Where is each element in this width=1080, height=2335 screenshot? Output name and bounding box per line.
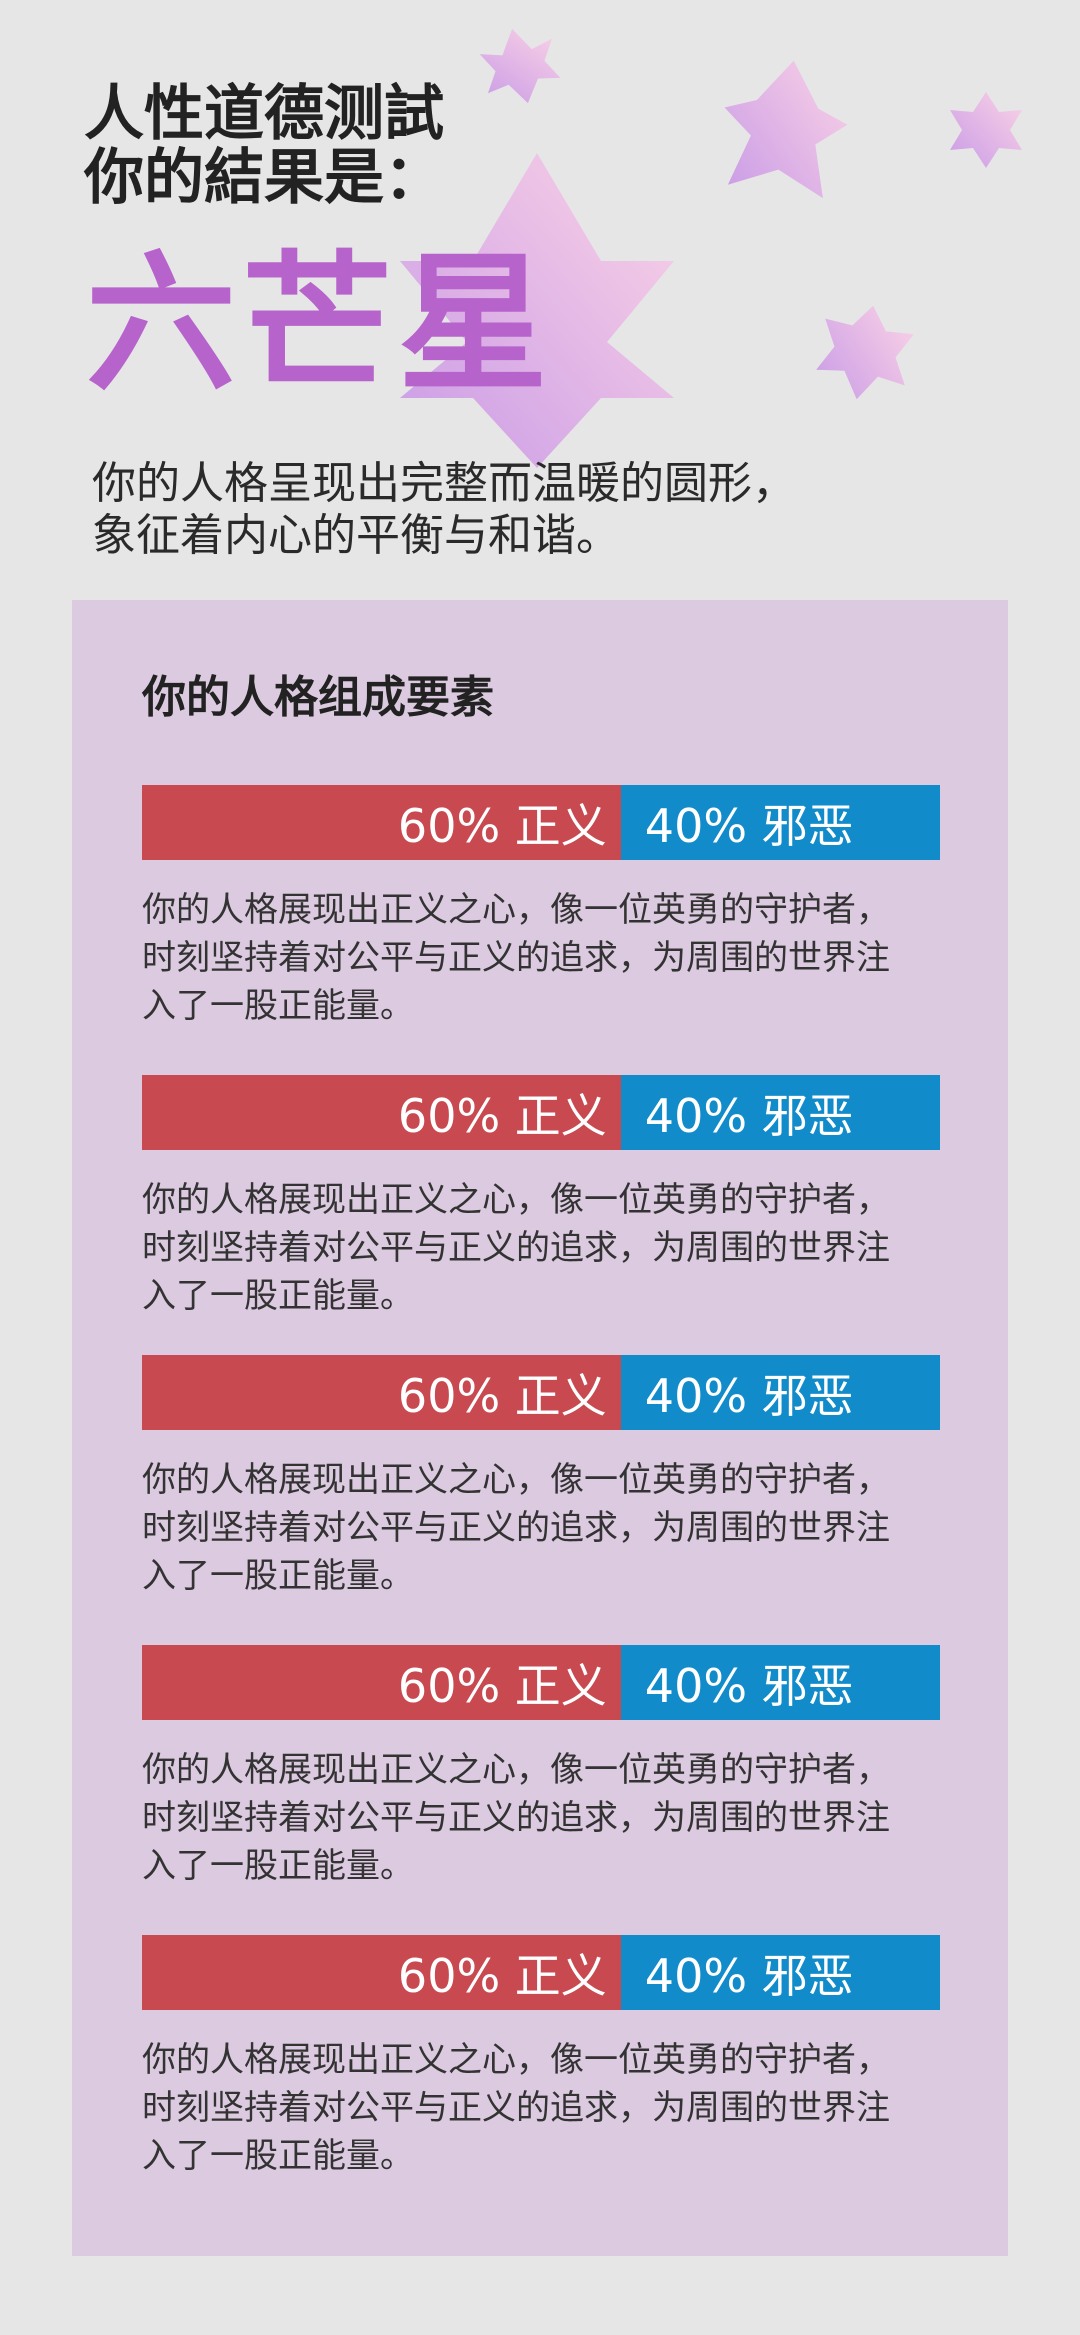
trait-item: 60% 正义 40% 邪恶 你的人格展现出正义之心，像一位英勇的守护者， 时刻坚… xyxy=(142,1075,940,1320)
trait-description-line: 时刻坚持着对公平与正义的追求，为周围的世界注 xyxy=(142,938,890,978)
header-title-line: 你的結果是： xyxy=(84,143,444,213)
trait-ratio-bar: 60% 正义 40% 邪恶 xyxy=(142,1075,940,1150)
trait-ratio-bar: 60% 正义 40% 邪恶 xyxy=(142,1355,940,1430)
trait-description-line: 时刻坚持着对公平与正义的追求，为周围的世界注 xyxy=(142,1228,890,1268)
result-name: 六芒星 xyxy=(86,238,555,412)
justice-segment: 60% 正义 xyxy=(142,785,621,860)
result-description-line: 象征着内心的平衡与和谐。 xyxy=(92,510,620,561)
trait-ratio-bar: 60% 正义 40% 邪恶 xyxy=(142,785,940,860)
big-star-icon xyxy=(400,153,674,468)
star-icon-top xyxy=(479,28,561,104)
trait-description-line: 入了一股正能量。 xyxy=(142,986,414,1026)
justice-label: 60% 正义 xyxy=(397,798,607,853)
trait-description-line: 入了一股正能量。 xyxy=(142,1846,414,1886)
trait-description: 你的人格展现出正义之心，像一位英勇的守护者， 时刻坚持着对公平与正义的追求，为周… xyxy=(142,1746,942,1890)
justice-label: 60% 正义 xyxy=(397,1368,607,1423)
evil-label: 40% 邪恶 xyxy=(644,798,854,853)
justice-label: 60% 正义 xyxy=(397,1658,607,1713)
trait-ratio-bar: 60% 正义 40% 邪恶 xyxy=(142,1645,940,1720)
evil-segment: 40% 邪恶 xyxy=(620,1075,940,1150)
evil-segment: 40% 邪恶 xyxy=(620,785,940,860)
evil-label: 40% 邪恶 xyxy=(644,1368,854,1423)
personality-panel: 你的人格组成要素 60% 正义 40% 邪恶 你的人格展现出正义之心，像一位英勇… xyxy=(72,600,1008,2256)
justice-label: 60% 正义 xyxy=(397,1948,607,2003)
trait-description-line: 你的人格展现出正义之心，像一位英勇的守护者， xyxy=(142,1180,890,1220)
trait-item: 60% 正义 40% 邪恶 你的人格展现出正义之心，像一位英勇的守护者， 时刻坚… xyxy=(142,1645,940,1890)
trait-description-line: 时刻坚持着对公平与正义的追求，为周围的世界注 xyxy=(142,1508,890,1548)
star-icon-right xyxy=(816,305,914,400)
justice-segment: 60% 正义 xyxy=(142,1355,621,1430)
trait-description-line: 你的人格展现出正义之心，像一位英勇的守护者， xyxy=(142,1750,890,1790)
justice-segment: 60% 正义 xyxy=(142,1075,621,1150)
trait-item: 60% 正义 40% 邪恶 你的人格展现出正义之心，像一位英勇的守护者， 时刻坚… xyxy=(142,1355,940,1600)
trait-description: 你的人格展现出正义之心，像一位英勇的守护者， 时刻坚持着对公平与正义的追求，为周… xyxy=(142,886,942,1030)
trait-description: 你的人格展现出正义之心，像一位英勇的守护者， 时刻坚持着对公平与正义的追求，为周… xyxy=(142,1456,942,1600)
trait-description-line: 入了一股正能量。 xyxy=(142,2136,414,2176)
trait-description-line: 时刻坚持着对公平与正义的追求，为周围的世界注 xyxy=(142,1798,890,1838)
result-description-line: 你的人格呈现出完整而温暖的圆形， xyxy=(92,458,796,509)
evil-segment: 40% 邪恶 xyxy=(620,1935,940,2010)
justice-label: 60% 正义 xyxy=(397,1088,607,1143)
trait-description: 你的人格展现出正义之心，像一位英勇的守护者， 时刻坚持着对公平与正义的追求，为周… xyxy=(142,2036,942,2180)
evil-segment: 40% 邪恶 xyxy=(620,1355,940,1430)
trait-description-line: 时刻坚持着对公平与正义的追求，为周围的世界注 xyxy=(142,2088,890,2128)
trait-description-line: 入了一股正能量。 xyxy=(142,1276,414,1316)
result-description: 你的人格呈现出完整而温暖的圆形， 象征着内心的平衡与和谐。 xyxy=(92,458,796,562)
trait-description-line: 你的人格展现出正义之心，像一位英勇的守护者， xyxy=(142,2040,890,2080)
trait-item: 60% 正义 40% 邪恶 你的人格展现出正义之心，像一位英勇的守护者， 时刻坚… xyxy=(142,785,940,1030)
trait-item: 60% 正义 40% 邪恶 你的人格展现出正义之心，像一位英勇的守护者， 时刻坚… xyxy=(142,1935,940,2180)
trait-description: 你的人格展现出正义之心，像一位英勇的守护者， 时刻坚持着对公平与正义的追求，为周… xyxy=(142,1176,942,1320)
evil-label: 40% 邪恶 xyxy=(644,1948,854,2003)
evil-segment: 40% 邪恶 xyxy=(620,1645,940,1720)
justice-segment: 60% 正义 xyxy=(142,1645,621,1720)
decorative-stars xyxy=(400,28,1022,468)
evil-label: 40% 邪恶 xyxy=(644,1658,854,1713)
header-title-line: 人性道德测試 xyxy=(84,79,444,149)
trait-description-line: 你的人格展现出正义之心，像一位英勇的守护者， xyxy=(142,1460,890,1500)
trait-description-line: 入了一股正能量。 xyxy=(142,1556,414,1596)
star-icon-upper-right xyxy=(724,60,848,199)
star-icon-far-right xyxy=(950,92,1022,168)
evil-label: 40% 邪恶 xyxy=(644,1088,854,1143)
trait-description-line: 你的人格展现出正义之心，像一位英勇的守护者， xyxy=(142,890,890,930)
header-title: 人性道德测試 你的結果是： xyxy=(84,82,444,210)
trait-ratio-bar: 60% 正义 40% 邪恶 xyxy=(142,1935,940,2010)
justice-segment: 60% 正义 xyxy=(142,1935,621,2010)
panel-title: 你的人格组成要素 xyxy=(142,672,494,723)
